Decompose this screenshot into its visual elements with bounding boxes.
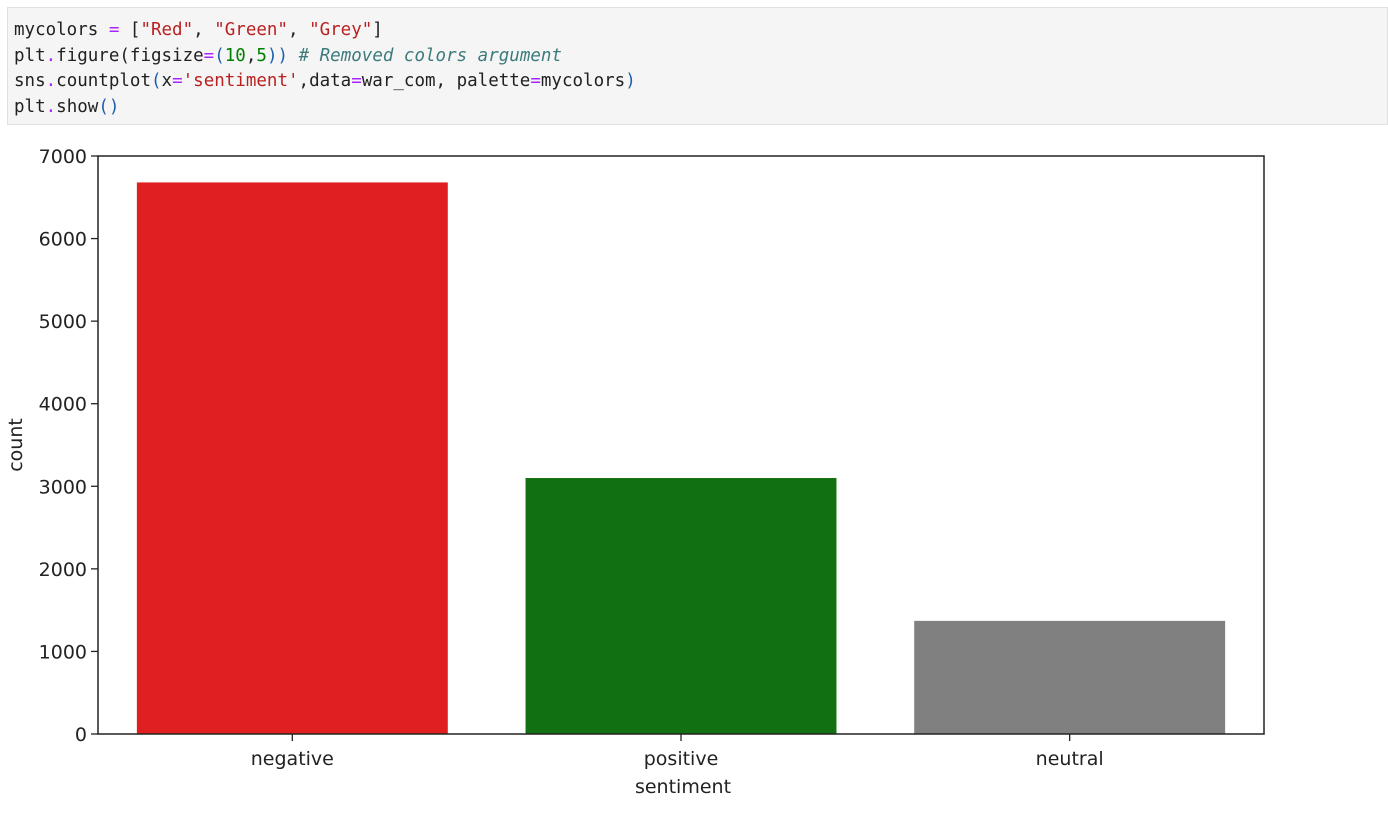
code-token: "Green" bbox=[214, 20, 288, 40]
x-axis-ticks: negative positive neutral bbox=[251, 734, 1104, 770]
code-line: mycolors = ["Red", "Green", "Grey"] bbox=[14, 18, 1381, 44]
x-tick-label: neutral bbox=[1036, 748, 1104, 770]
y-tick-label: 5000 bbox=[39, 311, 87, 333]
y-tick-label: 6000 bbox=[39, 229, 87, 251]
code-token: show bbox=[56, 96, 99, 117]
code-token: = bbox=[172, 71, 183, 91]
y-tick-label: 7000 bbox=[39, 146, 87, 168]
code-line: plt.figure(figsize=(10,5)) # Removed col… bbox=[14, 44, 1381, 70]
code-token: ] bbox=[372, 20, 383, 40]
code-token: x bbox=[161, 71, 173, 91]
code-token: # Removed colors argument bbox=[298, 45, 562, 66]
code-token: sns bbox=[14, 71, 46, 91]
plot-frame bbox=[97, 155, 1265, 735]
code-cell[interactable]: mycolors = ["Red", "Green", "Grey"] plt.… bbox=[7, 7, 1388, 125]
code-token: figure(figsize bbox=[56, 45, 204, 66]
bars bbox=[136, 182, 1226, 734]
code-token: "Red" bbox=[140, 20, 194, 40]
code-token bbox=[288, 46, 299, 66]
bar-neutral bbox=[914, 620, 1226, 734]
code-token: ,data bbox=[298, 71, 352, 91]
code-token: ) bbox=[625, 71, 636, 91]
x-tick-label: positive bbox=[644, 748, 719, 770]
code-token: ( bbox=[150, 71, 162, 91]
y-tick-label: 1000 bbox=[39, 641, 87, 663]
bar-negative bbox=[136, 182, 448, 734]
bar-positive bbox=[525, 478, 837, 734]
code-token: . bbox=[45, 71, 57, 91]
code-line: plt.show() bbox=[14, 95, 1381, 121]
code-line: sns.countplot(x='sentiment',data=war_com… bbox=[14, 69, 1381, 95]
code-token: )) bbox=[266, 45, 289, 66]
code-token: mycolors bbox=[14, 20, 109, 40]
code-token: , bbox=[287, 20, 310, 40]
code-token: plt bbox=[14, 45, 46, 66]
code-token: . bbox=[45, 96, 57, 117]
code-token: plt bbox=[14, 96, 46, 117]
code-token: 10 bbox=[224, 45, 246, 66]
code-token: 5 bbox=[256, 45, 267, 66]
code-token: , bbox=[245, 45, 257, 66]
code-token: mycolors bbox=[540, 71, 626, 91]
code-token: ( bbox=[214, 45, 225, 66]
code-token: , bbox=[193, 20, 215, 40]
code-token: war_com, palette bbox=[361, 71, 531, 91]
code-token: = bbox=[530, 71, 541, 91]
y-tick-label: 3000 bbox=[39, 476, 87, 498]
y-tick-label: 4000 bbox=[39, 394, 87, 416]
code-token: countplot bbox=[56, 71, 151, 91]
y-tick-label: 2000 bbox=[39, 559, 87, 581]
y-tick-label: 0 bbox=[75, 724, 87, 746]
y-axis-ticks: 0 1000 2000 3000 4000 5000 6000 7000 bbox=[39, 146, 98, 746]
code-token: = bbox=[108, 20, 120, 40]
code-token: [ bbox=[119, 20, 141, 40]
bar-chart: 0 1000 2000 3000 4000 5000 6000 7000 negative po… bbox=[5, 146, 1265, 798]
y-axis-label: count bbox=[5, 418, 27, 472]
code-token: () bbox=[98, 96, 120, 117]
x-axis-label: sentiment bbox=[635, 776, 731, 798]
code-token: 'sentiment' bbox=[182, 71, 299, 91]
code-token: = bbox=[351, 71, 362, 91]
x-tick-label: negative bbox=[251, 748, 334, 770]
code-token: "Grey" bbox=[309, 20, 373, 40]
code-token: = bbox=[203, 45, 215, 66]
code-token: . bbox=[45, 45, 57, 66]
